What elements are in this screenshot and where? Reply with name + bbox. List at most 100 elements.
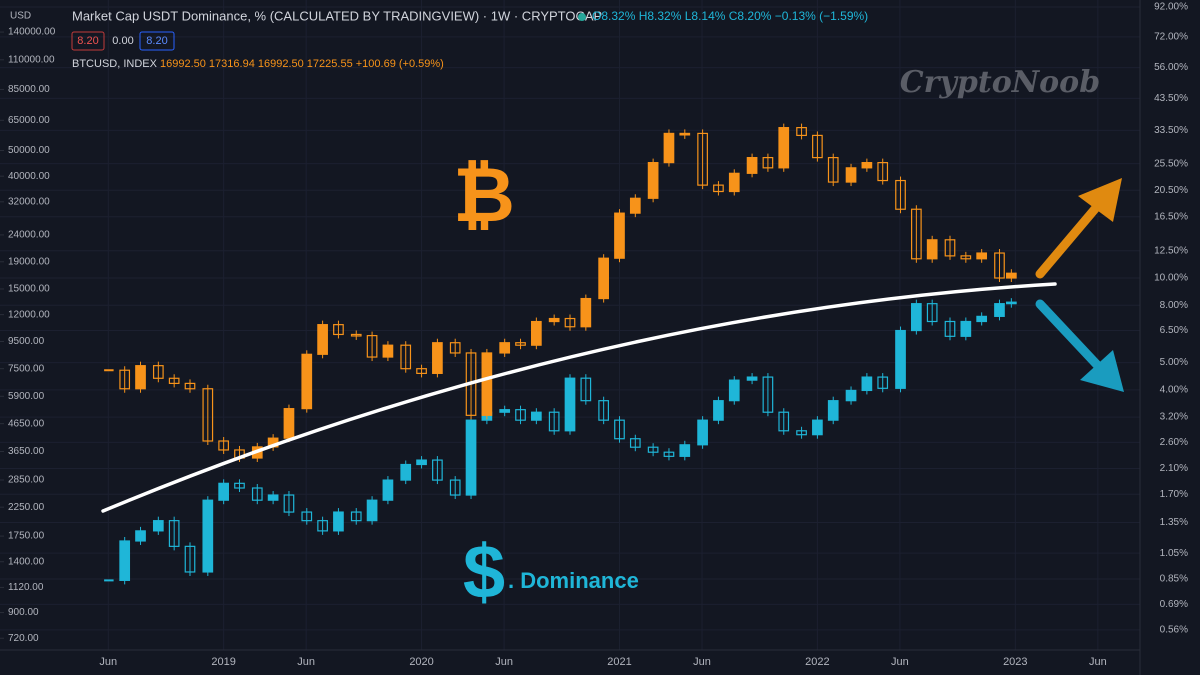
dollar-symbol: $	[463, 530, 505, 615]
candle	[598, 257, 609, 300]
series-title: BTCUSD, INDEX	[72, 58, 158, 70]
y-tick-label: 50000.00	[8, 145, 50, 156]
candle	[202, 499, 214, 573]
candle	[976, 315, 988, 323]
candle	[301, 511, 313, 522]
candle	[845, 389, 857, 402]
candle	[499, 409, 511, 413]
candle	[713, 400, 724, 421]
series-ohlc: O8.32% H8.32% L8.14% C8.20% −0.13% (−1.5…	[592, 9, 868, 23]
candle	[728, 172, 740, 193]
watermark: CryptoNoob	[900, 65, 1100, 100]
candle	[762, 157, 774, 169]
candle	[713, 184, 724, 193]
y2-tick-label: 33.50%	[1154, 125, 1188, 136]
candle	[861, 376, 873, 392]
candle	[416, 459, 427, 466]
y-tick-label: 900.00	[8, 607, 39, 618]
y2-tick-label: 4.00%	[1160, 384, 1188, 395]
y-tick-label: 140000.00	[8, 27, 56, 38]
candle	[895, 329, 906, 389]
y-tick-label: 40000.00	[8, 171, 50, 182]
candle	[499, 342, 511, 354]
down-arrow	[1035, 299, 1124, 392]
candle	[449, 479, 461, 496]
y2-tick-label: 0.56%	[1160, 625, 1188, 636]
y-tick-label: 1400.00	[8, 556, 45, 567]
candle	[679, 132, 691, 136]
candle	[202, 388, 214, 442]
x-tick-label: 2019	[211, 656, 235, 668]
y-tick-label: 85000.00	[8, 84, 50, 95]
bitcoin-symbol: ₿	[453, 150, 515, 239]
y2-tick-label: 1.70%	[1160, 489, 1188, 500]
candle	[746, 157, 758, 174]
candle	[911, 208, 922, 260]
candle	[614, 212, 625, 259]
price-box-text: 8.20	[77, 35, 98, 47]
candle	[135, 365, 146, 390]
y-tick-label: 2250.00	[8, 502, 45, 513]
x-tick-label: Jun	[693, 656, 711, 668]
candle	[267, 494, 279, 501]
trend-curve	[101, 282, 1057, 513]
candle	[317, 324, 328, 355]
candle	[976, 252, 988, 260]
candle	[366, 335, 378, 358]
series-title: Market Cap USDT Dominance, % (CALCULATED…	[72, 8, 602, 23]
y2-tick-label: 16.50%	[1154, 211, 1188, 222]
candle	[679, 444, 691, 457]
y-tick-label: 9500.00	[8, 336, 45, 347]
x-tick-label: Jun	[891, 656, 909, 668]
candle	[778, 127, 790, 169]
candle	[283, 408, 295, 439]
y-tick-label: 4650.00	[8, 418, 45, 429]
y-tick-label: 1120.00	[8, 582, 44, 593]
candle	[218, 440, 229, 451]
candle	[366, 499, 378, 522]
candle	[629, 197, 641, 214]
candle	[944, 320, 956, 337]
candle	[481, 352, 493, 416]
y2-tick-label: 56.00%	[1154, 62, 1188, 73]
x-tick-label: 2020	[409, 656, 433, 668]
candle	[1006, 272, 1017, 279]
x-tick-label: 2021	[607, 656, 631, 668]
y2-tick-label: 5.00%	[1160, 357, 1188, 368]
y-tick-label: 5900.00	[8, 391, 45, 402]
x-tick-label: Jun	[1089, 656, 1107, 668]
candle	[465, 419, 477, 496]
candle	[762, 376, 774, 413]
y-tick-label: 1750.00	[8, 531, 45, 542]
price-box	[71, 31, 105, 51]
y2-tick-label: 0.85%	[1160, 574, 1188, 585]
candle	[827, 400, 839, 421]
candle	[317, 520, 328, 532]
candle	[564, 317, 576, 328]
candle	[944, 239, 956, 257]
candle	[531, 320, 542, 346]
candle	[926, 303, 938, 323]
candle-layer	[104, 123, 1017, 585]
y2-tick-label: 92.00%	[1154, 2, 1188, 13]
candle	[812, 134, 823, 159]
y2-tick-label: 10.00%	[1154, 273, 1188, 284]
candle	[152, 520, 164, 532]
y-tick-label: 720.00	[8, 633, 39, 644]
series-ohlc: 16992.50 17316.94 16992.50 17225.55 +100…	[160, 58, 444, 70]
y2-tick-label: 25.50%	[1154, 158, 1188, 169]
candle	[877, 376, 889, 389]
candle	[861, 162, 873, 169]
y2-tick-label: 20.50%	[1154, 185, 1188, 196]
price-box-text: 0.00	[112, 35, 133, 47]
candle	[432, 342, 443, 374]
candle	[350, 333, 362, 337]
y-tick-label: 7500.00	[8, 363, 45, 374]
candle	[400, 344, 412, 370]
candle	[812, 419, 823, 436]
candle	[283, 494, 295, 513]
y2-tick-label: 2.60%	[1160, 437, 1188, 448]
y-tick-label: 15000.00	[8, 284, 50, 295]
candle	[135, 530, 146, 542]
